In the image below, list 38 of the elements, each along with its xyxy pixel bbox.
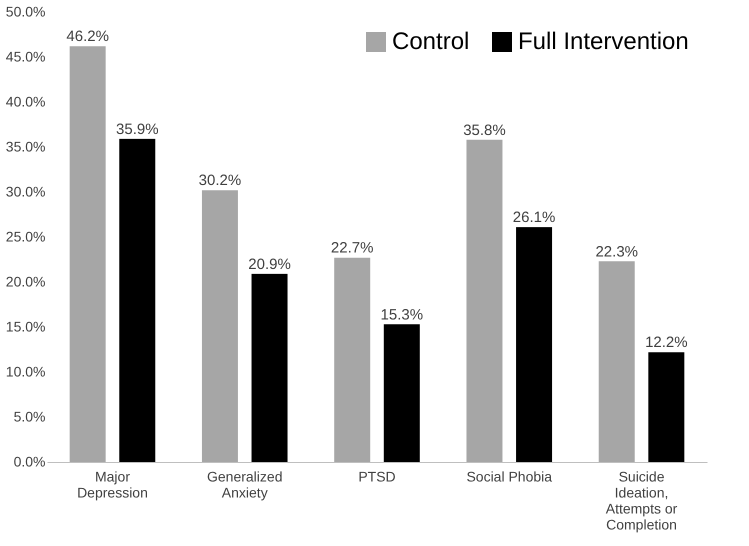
y-tick-label: 10.0% [6,364,46,380]
bar [648,352,684,462]
legend-label: Full Intervention [518,28,689,55]
bar [119,138,156,462]
x-tick-label: Social Phobia [466,468,552,484]
data-label: 22.3% [595,243,638,260]
data-label: 22.7% [330,240,374,257]
data-label: 15.3% [380,306,424,324]
data-label: 26.1% [512,209,556,226]
bar [516,227,552,462]
x-tick-label: Suicide Ideation, Attempts or Completion [606,468,678,532]
bar [70,46,106,462]
y-tick-label: 5.0% [14,408,46,424]
bar [466,140,502,462]
data-label: 20.9% [248,256,291,273]
bar [202,190,238,462]
x-tick-label: PTSD [358,468,396,484]
bar [334,258,370,462]
y-tick-label: 20.0% [6,274,46,290]
data-label: 35.8% [463,122,506,139]
bar [252,274,288,462]
data-label: 12.2% [645,334,688,352]
y-tick-label: 50.0% [6,4,46,20]
bar [384,324,420,462]
y-tick-label: 15.0% [6,318,46,334]
y-tick-label: 45.0% [6,48,46,64]
y-tick-label: 25.0% [6,228,46,244]
data-label: 30.2% [198,172,242,190]
x-tick-label: Major Depression [77,468,148,500]
legend-label: Control [392,28,470,55]
y-tick-label: 40.0% [6,94,46,110]
x-tick-label: Generalized Anxiety [206,468,282,500]
y-tick-label: 35.0% [6,138,46,154]
bar [598,261,635,462]
data-label: 35.9% [116,120,159,138]
y-tick-label: 0.0% [14,454,46,470]
data-label: 46.2% [66,28,109,46]
y-tick-label: 30.0% [6,184,46,200]
